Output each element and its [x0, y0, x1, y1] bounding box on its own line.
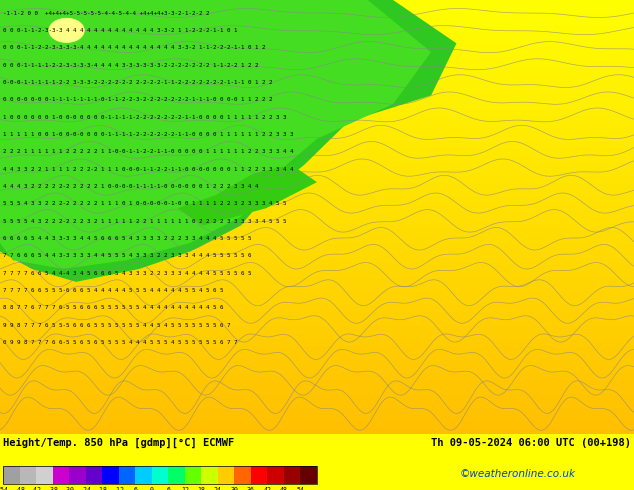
Bar	[53, 466, 69, 484]
Bar	[251, 466, 268, 484]
Bar	[119, 466, 135, 484]
Text: 6 6 6 6 5 4 4 3 3-3 3 4 4 5 6 6 6 5 4 3 3 3 3 2 2 2 3 3 4 4 4 5 5 5 5 5: 6 6 6 6 5 4 4 3 3-3 3 4 4 5 6 6 6 5 4 3 …	[3, 236, 252, 241]
Text: -12: -12	[113, 487, 125, 490]
Polygon shape	[0, 0, 456, 282]
Text: Th 09-05-2024 06:00 UTC (00+198): Th 09-05-2024 06:00 UTC (00+198)	[431, 438, 631, 448]
Text: -18: -18	[96, 487, 108, 490]
Polygon shape	[178, 165, 317, 225]
Text: 1 0 0 0 0 0 0 1-0 0-0 0 0 0 0-1-1-1-1-2-2-2-2-2-2-2-1-1-0 0 0 0 1 1 1 1 1 2 2 3 : 1 0 0 0 0 0 0 1-0 0-0 0 0 0 0-1-1-1-1-2-…	[3, 115, 287, 120]
Text: 5 5 5 5 4 3 2 2 2-2 2 2 3 2 1 1 1 1 1 2 2 1 1 1 1 1 1 0 2 2 2 2 3 3 3 3 3 4 5 5 : 5 5 5 5 4 3 2 2 2-2 2 2 3 2 1 1 1 1 1 2 …	[3, 219, 287, 223]
Text: 5 5 5 4 3 3 2 2 2-2 2 2 2 2 1 1 1 0 1 0-0-0-0-0-1-0 0 1 1 1 1 2 2 3 2 3 3 3 4 5 : 5 5 5 4 3 3 2 2 2-2 2 2 2 2 1 1 1 0 1 0-…	[3, 201, 287, 206]
Bar	[235, 466, 251, 484]
Text: ©weatheronline.co.uk: ©weatheronline.co.uk	[460, 469, 576, 479]
Text: 8 8 7 7 6 7 7 7 6-5 5 6 6 6 5 5 5 5 5 5 4 4 4 4 4 4 4 4 4 4 5 6: 8 8 7 7 6 7 7 7 6-5 5 6 6 6 5 5 5 5 5 5 …	[3, 305, 224, 310]
Text: -38: -38	[47, 487, 59, 490]
Text: 36: 36	[247, 487, 255, 490]
Bar	[284, 466, 301, 484]
Text: 0-0-0-1-1-1-1-1-2-2 3-3-3-2-2-2-2-2-2 2-2-2-2-1-1-2-2-2-2-2-2-2-1-1-1 0 1 2 2: 0-0-0-1-1-1-1-1-2-2 3-3-3-2-2-2-2-2-2 2-…	[3, 80, 273, 85]
Text: 2 2 2 1 1 1 1 1 1 2 2 2 2 2 1 1-0-0-1-1-2-2-1-1-0 0 0 0 0 1 1 1 1 1 1 2 2 3 3 3 : 2 2 2 1 1 1 1 1 1 2 2 2 2 2 1 1-0-0-1-1-…	[3, 149, 294, 154]
Text: 0 0 0-0 0-0 0-1-1-1-1-1-1-1-0-1-1-2-2-3-2-2-2-2-2-2-2-1-1-1-0 0 0-0 1 1 2 2 2: 0 0 0-0 0-0 0-1-1-1-1-1-1-1-0-1-1-2-2-3-…	[3, 97, 273, 102]
Bar	[3, 466, 317, 484]
Text: -1-1-2 0 0  +4+4+4+5-5-5-5-5-4-4-5-4-4 +4+4+4+3-3-2-1-2-2 2: -1-1-2 0 0 +4+4+4+5-5-5-5-5-4-4-5-4-4 +4…	[3, 10, 210, 16]
Text: 48: 48	[280, 487, 288, 490]
Text: -24: -24	[80, 487, 92, 490]
Bar	[202, 466, 218, 484]
Bar	[268, 466, 284, 484]
Text: 30: 30	[230, 487, 238, 490]
Text: 9 9 8 7 7 7 6 5 5-5 6 6 6 5 5 5 5 5 5 5 4 4 5 4 5 5 5 5 5 5 5 6 7: 9 9 8 7 7 7 6 5 5-5 6 6 6 5 5 5 5 5 5 5 …	[3, 323, 231, 328]
Text: 42: 42	[264, 487, 271, 490]
Bar	[218, 466, 235, 484]
Text: 0: 0	[150, 487, 154, 490]
Text: 0 0 0-1-1-1-1-2-2-3-3-3-3-4 4 4 4 3-3-3-3-3-3-2-2-2-2-2-2-2 1-1-2-2 1 2 2: 0 0 0-1-1-1-1-2-2-3-3-3-3-4 4 4 4 3-3-3-…	[3, 63, 259, 68]
Text: 7 7 6 6 6 5 4 4 3-3 3 3 3 4 4 5 5 5 4 3 3 3 2 2 3 3 3 4 4 4 5 5 5 5 5 6: 7 7 6 6 6 5 4 4 3-3 3 3 3 4 4 5 5 5 4 3 …	[3, 253, 252, 258]
Text: 4 4 3 3 2 2 1 1 1 1 2 2 2-2 1 1 1 0-0-0-1-1-2-2-1-1-0 0-0-0 0 0 0 1 1 2 2 3 3 3 : 4 4 3 3 2 2 1 1 1 1 2 2 2-2 1 1 1 0-0-0-…	[3, 167, 294, 172]
Bar	[169, 466, 185, 484]
Text: 1 1 1 1 1 0 0 1-0 0-0-0 0 0 0-1-1-1-1-2-2-2-2-2-2-1-1-0 0 0 0 1 1 1 1 1 1 2 2 3 : 1 1 1 1 1 0 0 1-0 0-0-0 0 0 0-1-1-1-1-2-…	[3, 132, 294, 137]
Text: 0 0 0-1-1-2-2-3-3-3-3-4 4 4 4 4 4 4 4 4 4 4 4 4 4 3-3-2 1-1-2-2-2-1-1 0 1 2: 0 0 0-1-1-2-2-3-3-3-3-4 4 4 4 4 4 4 4 4 …	[3, 45, 266, 50]
Text: -54: -54	[0, 487, 9, 490]
Bar	[3, 466, 20, 484]
Bar	[20, 466, 36, 484]
Text: 24: 24	[214, 487, 222, 490]
Text: Height/Temp. 850 hPa [gdmp][°C] ECMWF: Height/Temp. 850 hPa [gdmp][°C] ECMWF	[3, 438, 235, 448]
Text: 54: 54	[297, 487, 304, 490]
Bar	[86, 466, 102, 484]
Bar	[102, 466, 119, 484]
Text: -42: -42	[30, 487, 42, 490]
Text: -6: -6	[131, 487, 139, 490]
Bar	[135, 466, 152, 484]
Text: 0 9 9 8 7 7 7 6 6-5 5 6 5 6 5 5 5 5 4 4 4 5 5 5 4 5 5 5 5 5 5 6 7 7: 0 9 9 8 7 7 7 6 6-5 5 6 5 6 5 5 5 5 4 4 …	[3, 340, 238, 345]
Bar	[185, 466, 202, 484]
Text: 12: 12	[181, 487, 189, 490]
Text: -48: -48	[14, 487, 26, 490]
Bar	[152, 466, 169, 484]
Circle shape	[49, 18, 84, 43]
Bar	[69, 466, 86, 484]
Text: 4 4 4 3 2 2 2 2 2-2 2 2 2 2 1 0-0-0-0-1-1-1-1-0 0-0-0 0 0 1 2 2 2 3 3 4 4: 4 4 4 3 2 2 2 2 2-2 2 2 2 2 1 0-0-0-0-1-…	[3, 184, 259, 189]
Text: 7 7 7 7 6 6 5 4 4-4 3 4 5 6 6 6 5 4 3 3 3 2 2 3 3 3 4 4 4 4 5 5 5 5 6 5: 7 7 7 7 6 6 5 4 4-4 3 4 5 6 6 6 5 4 3 3 …	[3, 270, 252, 276]
Polygon shape	[0, 0, 431, 269]
Text: 7 7 7 7 6 6 5 5 5-6 6 6 5 4 4 4 4 4 5 5 5 4 4 4 4 4 5 5 4 5 6 5: 7 7 7 7 6 6 5 5 5-6 6 6 5 4 4 4 4 4 5 5 …	[3, 288, 224, 293]
Text: 6: 6	[166, 487, 171, 490]
Text: 18: 18	[197, 487, 205, 490]
Text: 0 0 0-1-1-2-3-3-3 4 4 4 4 4 4 4 4 4 4 4 4 4 3-3-2 1 1-2-2-2-1-1 0 1: 0 0 0-1-1-2-3-3-3 4 4 4 4 4 4 4 4 4 4 4 …	[3, 28, 238, 33]
Bar	[36, 466, 53, 484]
Bar	[301, 466, 317, 484]
Text: -30: -30	[63, 487, 75, 490]
